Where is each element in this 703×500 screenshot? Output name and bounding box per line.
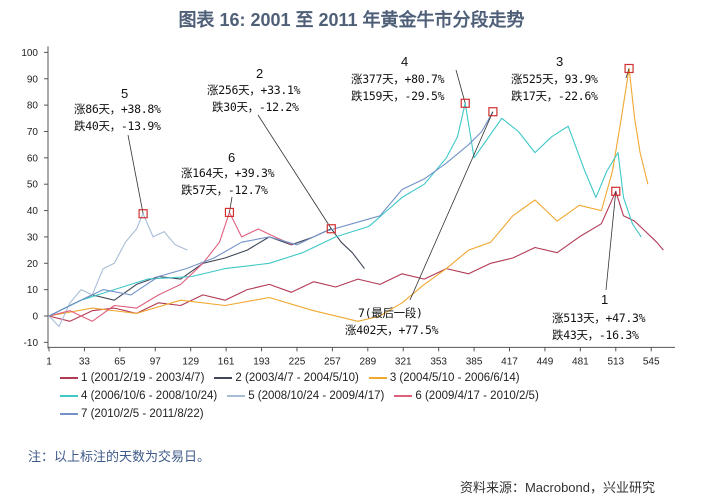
x-tick-label: 65 [114,356,126,367]
footnote: 注：以上标注的天数为交易日。 [28,449,211,464]
chart-title: 图表 16: 2001 至 2011 年黄金牛市分段走势 [178,10,525,30]
annotation-7-marker [488,107,498,117]
legend-label-2: 2 (2003/4/7 - 2004/5/10) [235,372,359,384]
annotation-3-leader [625,68,630,79]
legend-row-1: 1 (2001/2/19 - 2003/4/7) 2 (2003/4/7 - 2… [60,372,530,384]
annotation-3-label: 3 [556,54,564,69]
legend-swatch-1 [60,377,78,379]
legend-label-7: 7 (2010/2/5 - 2011/8/22) [81,408,204,420]
annotation-4-line1: 涨377天，+80.7% [351,72,445,86]
annotation-3-marker [624,63,634,74]
annotation-7-label: 7(最后一段) [358,306,423,320]
y-tick-label: 30 [27,232,39,243]
y-tick-label: 10 [27,285,39,296]
annotation-4-label: 4 [401,54,409,69]
annotation-6-line1: 涨164天，+39.3% [181,166,275,180]
y-tick-label: 0 [32,312,38,323]
annotation-4-leader [455,69,466,104]
annotation-6-label: 6 [228,150,236,165]
x-tick-label: 257 [324,356,341,367]
legend-label-6: 6 (2009/4/17 - 2010/2/5) [415,390,539,402]
annotation-5-label: 5 [121,86,129,101]
x-tick-label: 225 [289,356,306,367]
x-tick-label: 129 [182,356,199,367]
annotation-7-line1: 涨402天，+77.5% [345,323,439,337]
x-tick-label: 481 [572,356,589,367]
x-tick-label: 193 [253,356,270,367]
x-tick-label: 1 [46,356,52,367]
legend-swatch-4 [60,395,78,397]
y-tick-label: -10 [24,338,39,349]
x-tick-label: 513 [607,356,624,367]
annotation-1-line1: 涨513天，+47.3% [552,311,646,325]
annotation-5-line1: 涨86天，+38.8% [74,102,161,116]
annotation-4-marker [460,98,470,108]
annotation-3-line2: 跌17天，-22.6% [511,89,598,103]
annotation-2-label: 2 [256,66,264,81]
x-tick-label: 353 [430,356,447,367]
y-tick-label: 80 [27,101,39,112]
annotation-5-line2: 跌40天，-13.9% [74,119,161,133]
legend-label-5: 5 (2008/10/24 - 2009/4/17) [248,390,385,402]
y-tick-label: 100 [21,48,38,59]
x-tick-label: 321 [395,356,412,367]
legend-swatch-6 [394,395,413,397]
annotation-2-leader [257,114,332,229]
series-1-line [48,190,664,322]
annotation-2-marker [326,224,336,234]
legend-swatch-7 [60,413,78,415]
y-tick-label: 60 [27,153,39,164]
series-5-line [48,213,188,328]
annotation-6-line2: 跌57天，-12.7% [181,183,268,197]
x-tick-label: 545 [643,356,660,367]
x-tick-label: 449 [537,356,554,367]
x-tick-label: 97 [150,356,162,367]
x-tick-label: 33 [79,356,91,367]
legend-label-3: 3 (2004/5/10 - 2006/6/14) [389,372,520,384]
annotation-2-line1: 涨256天，+33.1% [207,83,301,97]
legend-row-3: 7 (2010/2/5 - 2011/8/22) [60,408,214,420]
legend-row-2: 4 (2006/10/6 - 2008/10/24) 5 (2008/10/24… [60,390,549,402]
annotation-4-line2: 跌159天，-29.5% [351,89,445,103]
series-7-line [48,111,494,317]
x-tick-label: 385 [466,356,483,367]
annotation-5-marker [138,209,148,219]
annotation-7-leader [409,111,494,301]
annotation-5-leader [127,134,144,214]
series-3-line [48,67,649,322]
y-tick-label: 40 [27,206,39,217]
y-tick-label: 70 [27,127,39,138]
annotation-6-marker [224,207,235,218]
y-tick-label: 50 [27,180,39,191]
source-note: 资料来源：Macrobond，兴业研究 [459,480,655,495]
annotation-6-leader [229,196,233,213]
annotation-1-label: 1 [601,292,609,307]
legend-label-1: 1 (2001/2/19 - 2003/4/7) [81,372,205,384]
x-tick-label: 417 [501,356,518,367]
annotation-1-marker [611,186,621,196]
y-tick-label: 20 [27,259,39,270]
legend-swatch-3 [368,377,387,379]
annotation-2-line2: 跌30天，-12.2% [212,100,299,114]
annotation-3-line1: 涨525天，93.9% [511,72,598,86]
legend-label-4: 4 (2006/10/6 - 2008/10/24) [81,390,218,402]
annotation-1-leader [605,191,617,291]
y-tick-label: 90 [27,74,39,85]
legend-swatch-2 [214,377,233,379]
annotation-1-line2: 跌43天，-16.3% [552,328,639,342]
series-4-line [48,102,642,317]
series-6-line [48,211,293,322]
x-tick-label: 161 [218,356,235,367]
legend-swatch-5 [227,395,246,397]
x-tick-label: 289 [359,356,376,367]
